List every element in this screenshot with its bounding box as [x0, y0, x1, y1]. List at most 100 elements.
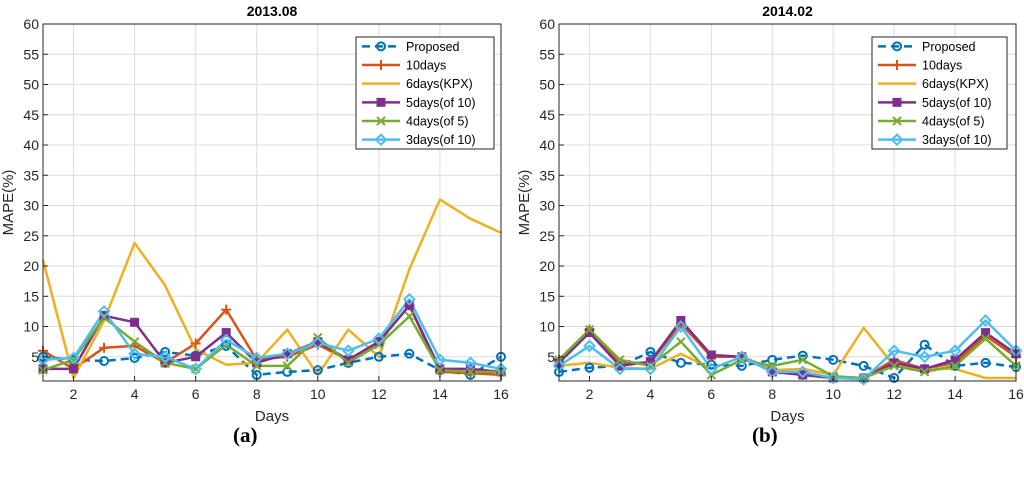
- data-point-5: [918, 350, 932, 364]
- legend-marker-1: [892, 60, 902, 70]
- data-point-1: [190, 338, 201, 349]
- data-point-4: [980, 333, 991, 344]
- data-point-0: [99, 356, 110, 367]
- x-tick-label: 4: [131, 386, 139, 402]
- panel-label-b: (b): [752, 423, 778, 447]
- legend-marker-4: [892, 116, 902, 126]
- data-point-4: [252, 361, 262, 371]
- legend-entry-4: 4days(of 5): [406, 115, 469, 129]
- legend-marker-1: [376, 60, 386, 70]
- legend-entry-2: 6days(KPX): [922, 77, 989, 91]
- x-tick-label: 16: [493, 386, 509, 402]
- data-point-3: [191, 352, 201, 362]
- legend-marker-0: [376, 41, 386, 52]
- data-point-4: [404, 311, 415, 321]
- y-tick-label: 30: [539, 198, 555, 214]
- data-point-4: [950, 361, 960, 371]
- data-point-5: [67, 351, 80, 365]
- legend: Proposed 10days 6days(KPX) 5days(of 10) 4day…: [871, 36, 1008, 150]
- y-tick-label: 20: [539, 258, 555, 274]
- y-tick-label: 20: [23, 258, 39, 274]
- x-tick-label: 14: [947, 386, 963, 402]
- data-point-3: [69, 364, 79, 374]
- y-tick-label: 40: [23, 137, 39, 153]
- x-tick-label: 8: [253, 386, 261, 402]
- legend-box: [355, 36, 495, 150]
- data-point-5: [857, 372, 871, 386]
- data-point-5: [583, 339, 596, 353]
- legend-marker-3: [376, 97, 386, 107]
- y-tick-label: 40: [539, 137, 555, 153]
- y-tick-label: 15: [23, 288, 39, 304]
- data-point-0: [160, 346, 171, 357]
- y-tick-label: 10: [539, 319, 555, 335]
- legend-marker-5: [374, 133, 388, 147]
- data-point-3: [706, 350, 716, 360]
- y-tick-label: 15: [539, 288, 555, 304]
- data-point-5: [826, 371, 840, 385]
- data-point-0: [129, 353, 140, 364]
- legend-entry-0: Proposed: [922, 40, 976, 54]
- data-point-1: [99, 342, 110, 353]
- data-point-5: [250, 351, 264, 365]
- data-point-0: [980, 357, 991, 368]
- panel-label-a: (a): [233, 423, 258, 447]
- data-point-4: [676, 336, 686, 347]
- data-point-5: [796, 365, 810, 379]
- data-point-3: [221, 328, 231, 338]
- series-line-2: [41, 198, 502, 380]
- data-point-5: [341, 344, 355, 358]
- data-point-3: [615, 361, 625, 371]
- data-point-1: [221, 304, 232, 315]
- data-point-4: [645, 361, 656, 371]
- y-tick-label: 5: [547, 349, 555, 365]
- data-point-5: [311, 336, 325, 350]
- data-point-0: [767, 354, 778, 365]
- data-point-0: [675, 357, 686, 368]
- series-line-0: [558, 343, 1017, 380]
- data-point-5: [613, 362, 627, 376]
- x-tick-label: 2: [70, 386, 78, 402]
- legend-entry-5: 3days(of 10): [406, 133, 475, 147]
- series-line-3: [43, 304, 502, 374]
- x-tick-label: 6: [192, 386, 200, 402]
- data-point-5: [464, 356, 477, 370]
- data-point-0: [404, 348, 415, 359]
- x-tick-label: 12: [371, 386, 387, 402]
- data-point-0: [645, 346, 656, 357]
- data-point-5: [280, 347, 294, 361]
- data-point-3: [130, 317, 140, 327]
- legend-entry-1: 10days: [922, 59, 962, 73]
- data-point-4: [615, 355, 625, 365]
- x-tick-label: 12: [886, 386, 902, 402]
- data-point-5: [402, 292, 416, 306]
- data-point-5: [887, 344, 901, 358]
- x-axis-label: Days: [255, 408, 289, 425]
- data-point-3: [981, 328, 991, 338]
- series-line-4: [558, 328, 1017, 380]
- data-point-4: [465, 367, 476, 377]
- chart-panel-b: 2 4 6 8 10 12 14 16 5 10 15 20 25 30 35 40 45 50 55 60 2014.…: [516, 3, 1024, 425]
- data-point-0: [584, 362, 595, 373]
- axes-box: [558, 23, 1017, 382]
- legend-box: [871, 36, 1008, 150]
- data-point-5: [158, 350, 172, 364]
- data-point-5: [674, 320, 688, 333]
- y-tick-label: 25: [539, 228, 555, 244]
- data-point-5: [643, 362, 657, 376]
- data-point-5: [433, 353, 447, 367]
- data-point-4: [919, 367, 930, 377]
- data-point-0: [221, 340, 232, 351]
- y-tick-label: 35: [539, 167, 555, 183]
- data-point-5: [189, 362, 203, 376]
- legend-entry-5: 3days(of 10): [922, 133, 991, 147]
- axes-box: [42, 23, 502, 382]
- legend-marker-5: [890, 133, 904, 147]
- chart-title: 2013.08: [247, 3, 298, 19]
- data-point-4: [889, 361, 899, 371]
- y-tick-label: 45: [539, 107, 555, 123]
- legend-marker-3: [892, 97, 902, 107]
- series-line-5: [42, 298, 502, 371]
- data-point-5: [372, 332, 386, 346]
